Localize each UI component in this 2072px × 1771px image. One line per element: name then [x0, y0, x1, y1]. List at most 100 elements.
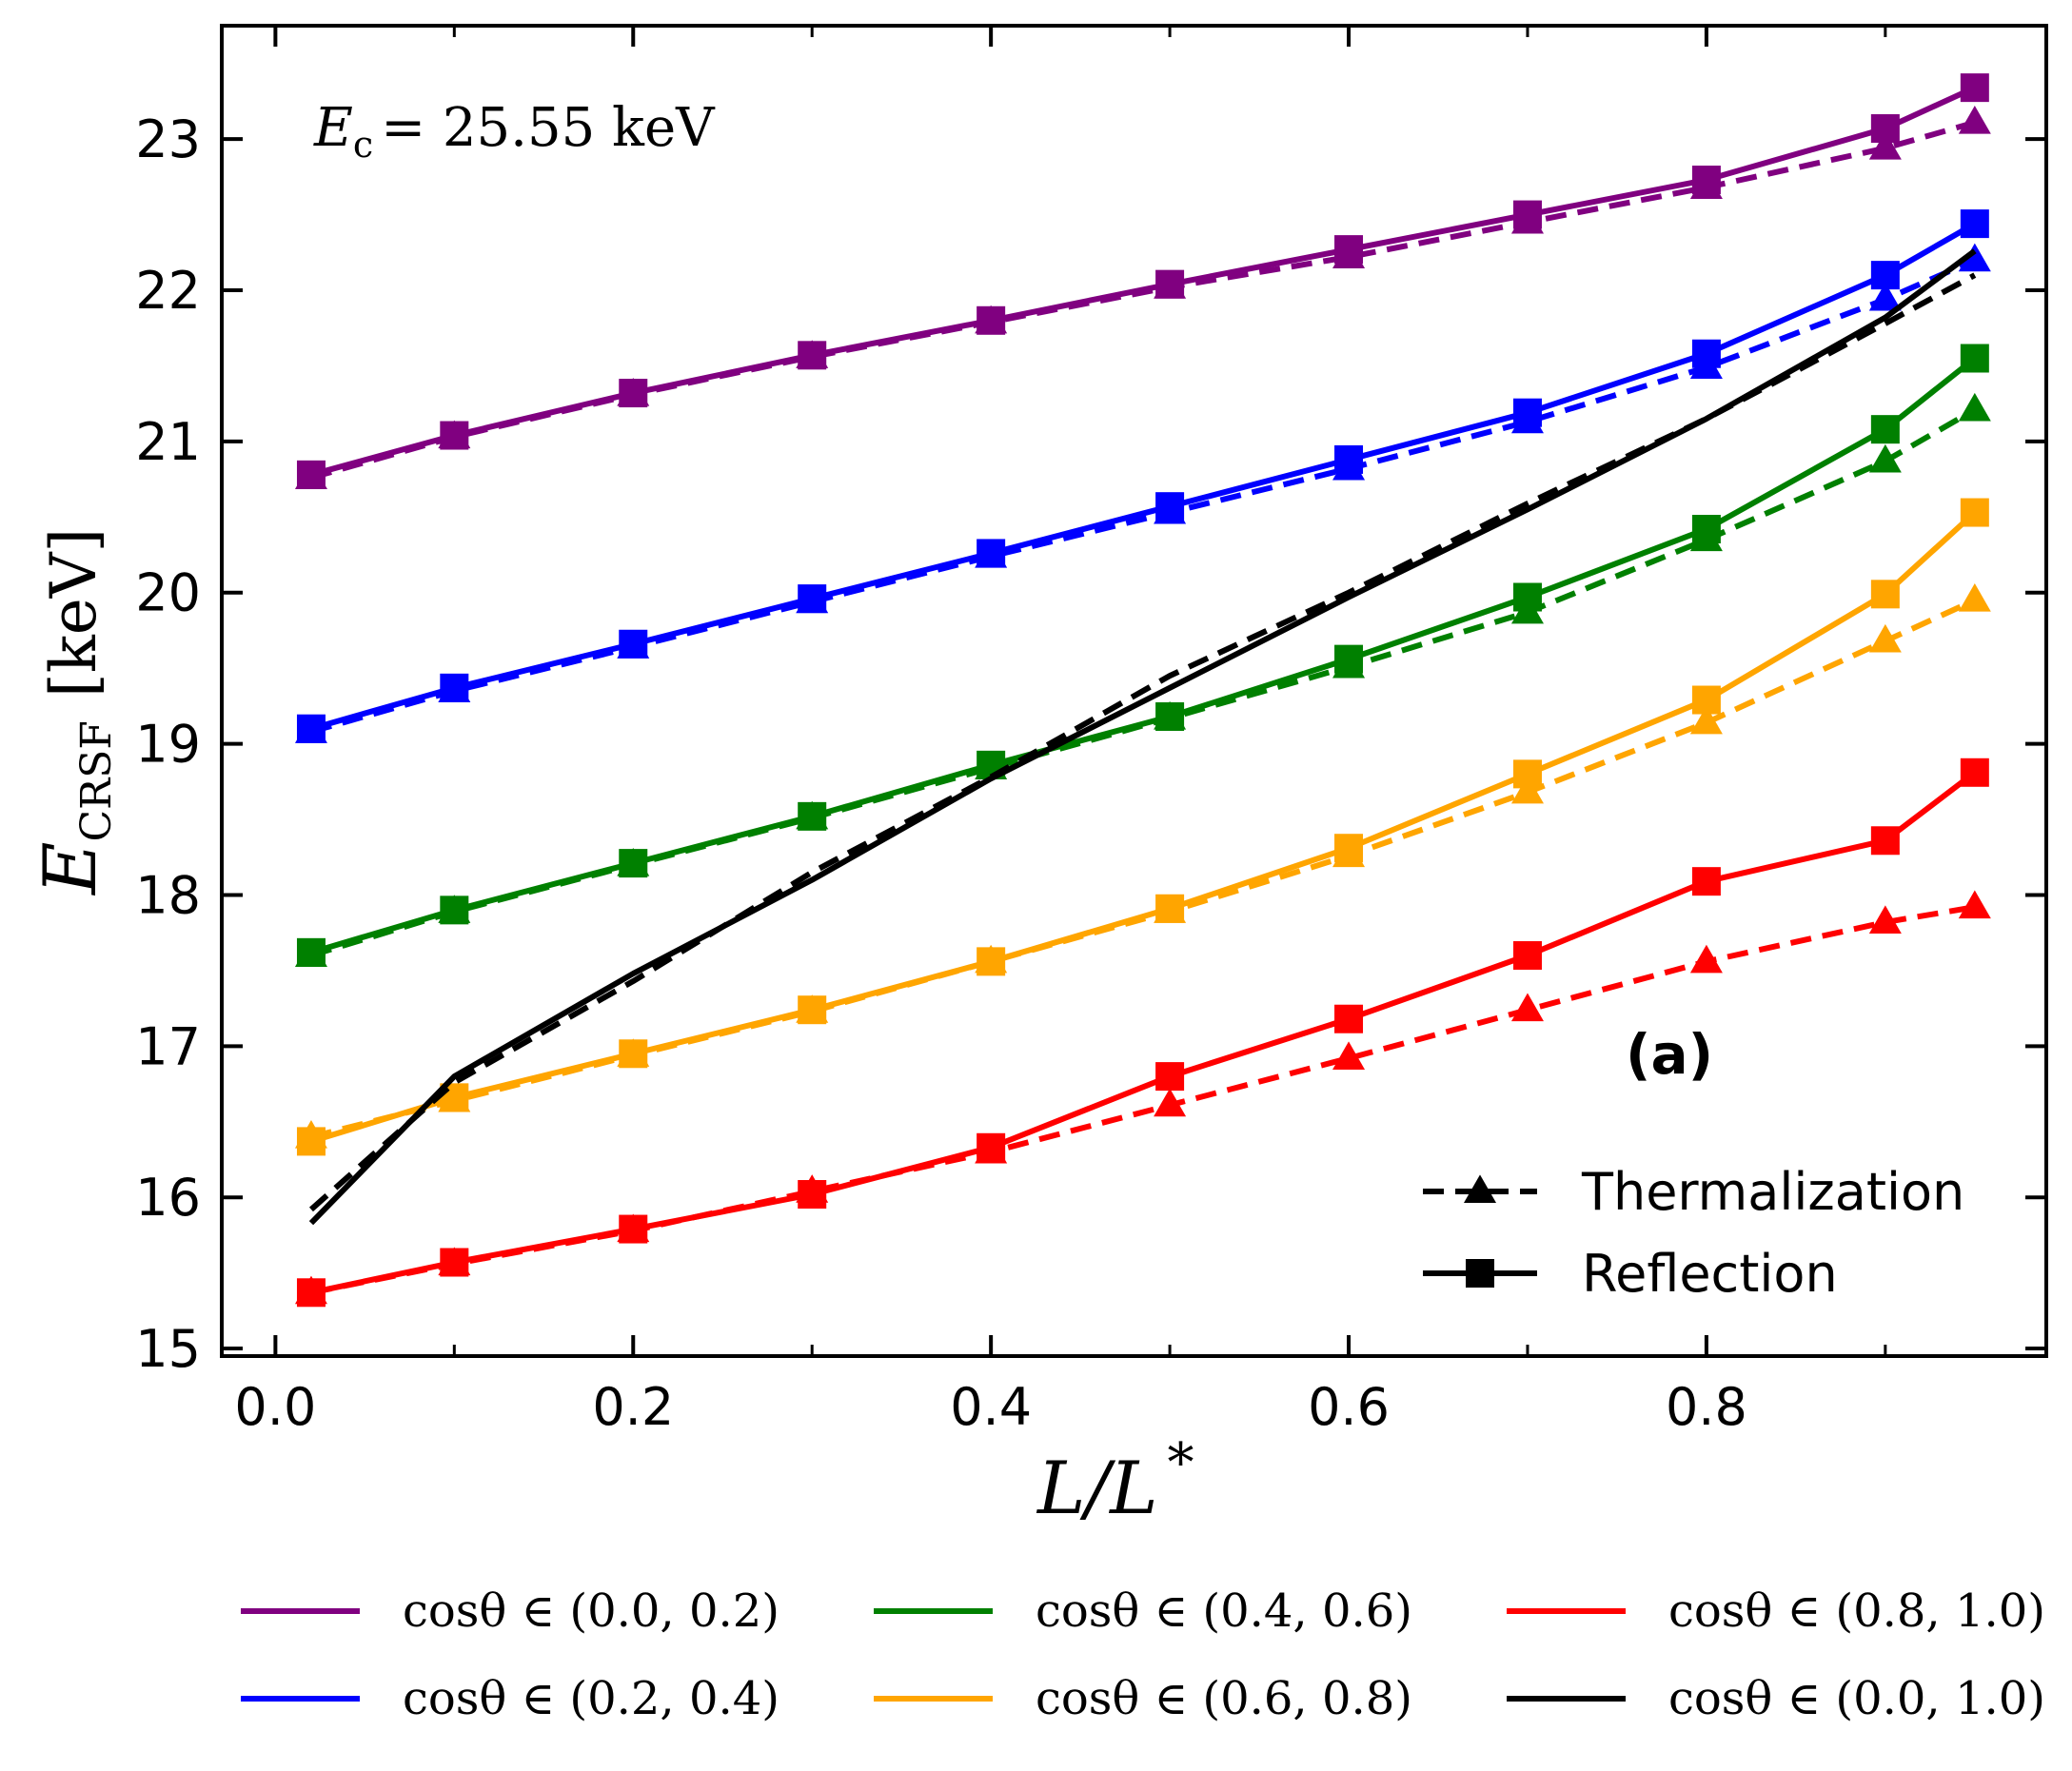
thermalization-point: [1958, 890, 1991, 919]
reflection-point: [1960, 498, 1989, 527]
reflection-point: [1512, 200, 1542, 229]
reflection-point: [1512, 398, 1542, 427]
y-axis-label-unit: [keV]: [37, 528, 110, 698]
style-legend-item-0: Thermalization: [1423, 1162, 1964, 1222]
y-tick-label: 21: [135, 412, 201, 472]
annotation-rest: = 25.55 keV: [381, 97, 716, 159]
y-tick-label: 18: [135, 865, 201, 925]
thermalization-point: [1958, 106, 1991, 134]
reflection-point: [1512, 941, 1542, 971]
reflection-point: [1155, 269, 1185, 299]
thermalization-line: [308, 272, 1977, 1212]
y-axis-label-sub: CRSF: [72, 720, 121, 841]
reflection-point: [296, 1278, 326, 1308]
thermalization-point: [1510, 993, 1544, 1022]
reflection-point: [1870, 114, 1900, 144]
y-tick-label: 20: [135, 563, 201, 623]
plot-area: [294, 73, 1991, 1308]
style-legend: Thermalization Reflection: [1423, 1162, 1964, 1304]
series-5: [308, 248, 1977, 1226]
reflection-point: [977, 1132, 1006, 1162]
svg-text:ECRSF[keV]: ECRSF [keV]: [28, 528, 121, 896]
reflection-point: [619, 1039, 648, 1069]
x-tick-label: 0.6: [1308, 1377, 1390, 1437]
reflection-point: [619, 629, 648, 659]
color-legend-label: cosθ ∈ (0.4, 0.6): [1036, 1584, 1412, 1638]
panel-label: (a): [1626, 1022, 1713, 1087]
plot-frame: [220, 24, 2048, 1358]
reflection-point: [1512, 582, 1542, 612]
y-axis-label-main: E: [28, 842, 112, 896]
reflection-point: [1870, 415, 1900, 444]
reflection-point: [1155, 894, 1185, 923]
reflection-point: [1155, 1062, 1185, 1092]
color-legend-item-5: cosθ ∈ (0.0, 1.0): [1507, 1672, 2045, 1725]
reflection-point: [1334, 834, 1364, 863]
reflection-point: [1155, 702, 1185, 732]
reflection-point: [1960, 758, 1989, 787]
triangle-marker: [1464, 1174, 1496, 1203]
thermalization-point: [1958, 243, 1991, 272]
style-legend-label: Reflection: [1582, 1244, 1838, 1304]
reflection-point: [1960, 73, 1989, 103]
x-tick-label: 0.2: [592, 1377, 674, 1437]
series-1: [294, 209, 1991, 743]
thermalization-point: [1868, 623, 1902, 653]
reflection-point: [798, 584, 827, 614]
reflection-point: [1691, 867, 1721, 896]
thermalization-point: [1332, 1041, 1366, 1071]
color-legend-item-1: cosθ ∈ (0.2, 0.4): [241, 1672, 779, 1725]
thermalization-point: [1689, 705, 1723, 735]
series-4: [294, 758, 1991, 1308]
style-legend-item-1: Reflection: [1423, 1244, 1838, 1304]
thermalization-point: [1868, 282, 1902, 311]
reflection-point: [296, 460, 326, 489]
color-legend-item-3: cosθ ∈ (0.6, 0.8): [874, 1672, 1412, 1725]
reflection-point: [619, 1214, 648, 1244]
color-legend-label: cosθ ∈ (0.8, 1.0): [1668, 1584, 2045, 1638]
svg-text:Ec= 25.55 keV: Ec = 25.55 keV: [313, 97, 716, 166]
square-marker: [1466, 1259, 1494, 1288]
thermalization-point: [1510, 775, 1544, 804]
reflection-point: [440, 421, 469, 450]
reflection-point: [977, 539, 1006, 568]
y-tick-label: 16: [135, 1168, 201, 1228]
reflection-point: [1512, 759, 1542, 789]
y-tick-label: 15: [135, 1319, 201, 1379]
series-3: [294, 498, 1991, 1156]
reflection-point: [977, 305, 1006, 335]
reflection-point: [1691, 515, 1721, 544]
thermalization-point: [1868, 131, 1902, 160]
reflection-point: [440, 673, 469, 702]
reflection-point: [1960, 209, 1989, 239]
thermalization-point: [1868, 905, 1902, 935]
axis-ticks: 0.0 0.2 0.4 0.6 0.8 15 16 17 18 19 20 21 22 23: [135, 26, 2046, 1437]
thermalization-point: [1868, 443, 1902, 473]
reflection-point: [798, 1180, 827, 1210]
reflection-point: [1870, 826, 1900, 856]
reflection-point: [1870, 261, 1900, 290]
reflection-point: [296, 714, 326, 743]
color-legend-item-0: cosθ ∈ (0.0, 0.2): [241, 1584, 779, 1638]
x-axis-label-main: L/L: [1036, 1446, 1158, 1530]
color-legend-label: cosθ ∈ (0.0, 0.2): [403, 1584, 779, 1638]
y-tick-label: 19: [135, 715, 201, 775]
series-2: [294, 344, 1991, 967]
x-tick-label: 0.4: [950, 1377, 1032, 1437]
reflection-point: [440, 895, 469, 925]
reflection-point: [1870, 580, 1900, 609]
reflection-point: [798, 801, 827, 831]
reflection-point: [977, 947, 1006, 976]
energy-annotation: Ec = 25.55 keV: [313, 97, 716, 166]
style-legend-label: Thermalization: [1581, 1162, 1964, 1222]
reflection-point: [1334, 444, 1364, 474]
reflection-point: [1155, 492, 1185, 521]
thermalization-point: [1958, 392, 1991, 422]
svg-text:L/L*: L/L *: [1036, 1432, 1194, 1530]
color-legend-label: cosθ ∈ (0.2, 0.4): [403, 1672, 779, 1725]
reflection-point: [1691, 685, 1721, 715]
color-legend-item-2: cosθ ∈ (0.4, 0.6): [874, 1584, 1412, 1638]
reflection-point: [798, 995, 827, 1025]
reflection-point: [798, 341, 827, 370]
